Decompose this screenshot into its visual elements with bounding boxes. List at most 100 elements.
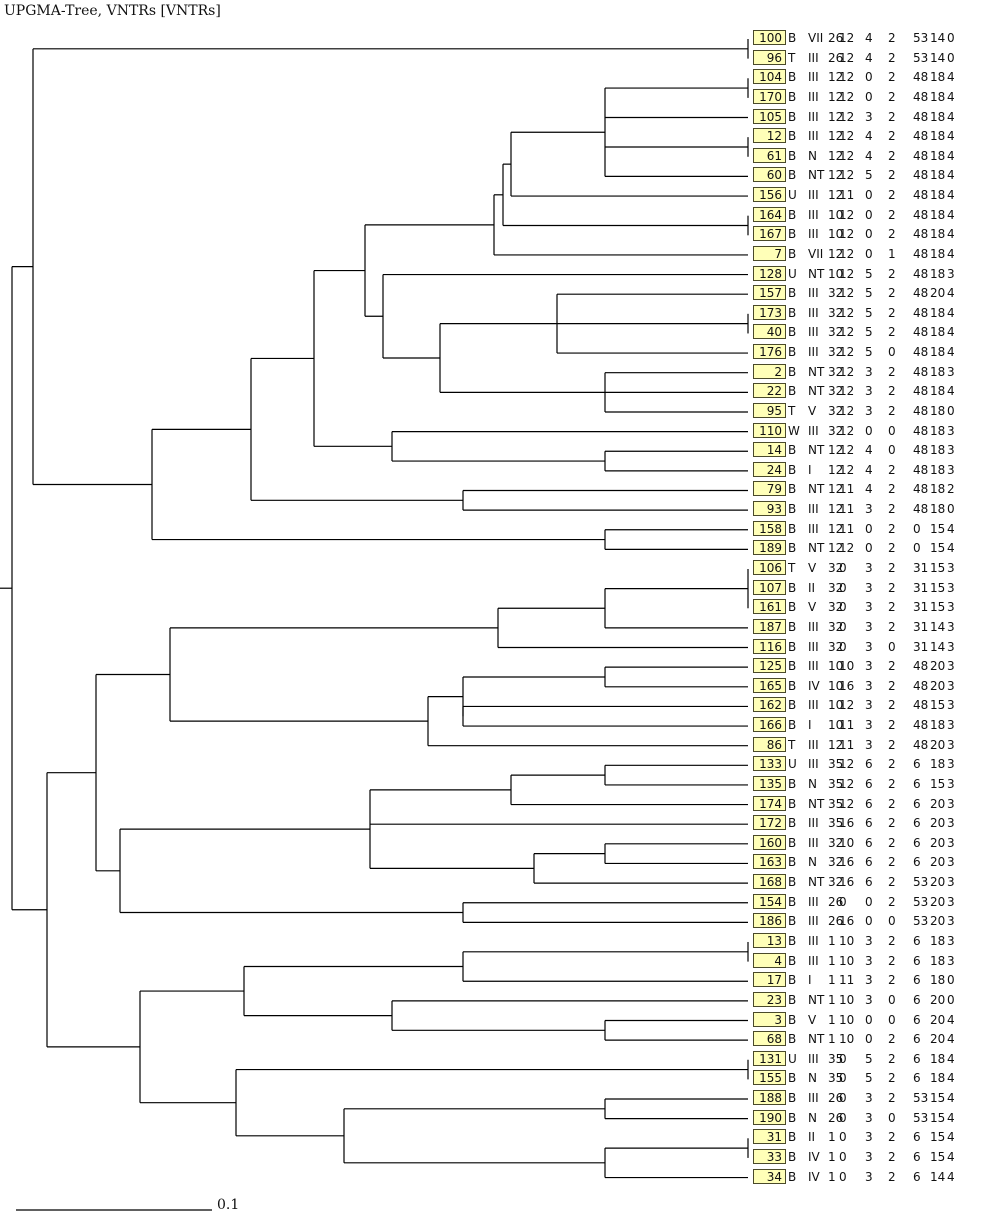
- vntr-value: 3: [947, 423, 955, 438]
- isolate-class: B: [788, 325, 797, 340]
- isolate-type: NT: [808, 875, 825, 890]
- isolate-class: B: [788, 1071, 797, 1086]
- vntr-value: 4: [947, 188, 955, 203]
- vntr-value: 4: [865, 31, 873, 45]
- isolate-type: VII: [808, 246, 824, 261]
- vntr-value: 2: [888, 188, 896, 203]
- vntr-value: 35: [828, 796, 844, 811]
- vntr-value: 11: [839, 502, 855, 517]
- isolate-type: III: [808, 227, 819, 242]
- vntr-value: 4: [947, 325, 955, 340]
- isolate-type: VII: [808, 31, 824, 45]
- isolate-class: B: [788, 580, 797, 595]
- vntr-value: 3: [865, 933, 873, 948]
- vntr-value: 48: [913, 129, 929, 144]
- isolate-type: N: [808, 1071, 817, 1086]
- isolate-type: N: [808, 855, 817, 870]
- vntr-value: 12: [828, 246, 844, 261]
- scale-label: 0.1: [217, 1197, 240, 1213]
- vntr-value: 12: [828, 148, 844, 163]
- vntr-value: 11: [839, 718, 855, 733]
- vntr-value: 10: [828, 207, 844, 222]
- isolate-id-box: 125: [753, 658, 786, 674]
- vntr-value: 12: [839, 227, 855, 242]
- vntr-value: 2: [888, 384, 896, 399]
- vntr-value: 2: [888, 482, 896, 497]
- isolate-type: NT: [808, 482, 825, 497]
- vntr-value: 5: [865, 345, 873, 360]
- vntr-value: 4: [947, 1032, 955, 1047]
- vntr-value: 6: [913, 757, 921, 772]
- isolate-type: NT: [808, 796, 825, 811]
- isolate-id-box: 157: [753, 285, 786, 301]
- vntr-value: 12: [839, 246, 855, 261]
- vntr-value: 15: [930, 600, 946, 615]
- vntr-value: 0: [839, 1071, 847, 1086]
- isolate-id-box: 68: [753, 1031, 786, 1047]
- vntr-value: 6: [913, 1149, 921, 1164]
- vntr-value: 0: [888, 345, 896, 360]
- vntr-value: 6: [913, 776, 921, 791]
- isolate-id-box: 158: [753, 520, 786, 536]
- vntr-value: 32: [828, 403, 844, 418]
- isolate-class: B: [788, 462, 797, 477]
- vntr-value: 0: [888, 639, 896, 654]
- isolate-class: B: [788, 1110, 797, 1125]
- vntr-value: 3: [947, 600, 955, 615]
- vntr-value: 4: [947, 1149, 955, 1164]
- vntr-value: 35: [828, 1051, 844, 1066]
- vntr-value: 48: [913, 89, 929, 104]
- vntr-value: 2: [888, 678, 896, 693]
- vntr-value: 31: [913, 580, 929, 595]
- vntr-value: 12: [839, 129, 855, 144]
- vntr-value: 0: [947, 973, 955, 988]
- vntr-value: 4: [947, 384, 955, 399]
- vntr-value: 2: [888, 698, 896, 713]
- vntr-value: 53: [913, 1110, 929, 1125]
- vntr-value: 3: [947, 737, 955, 752]
- isolate-class: B: [788, 541, 797, 556]
- vntr-value: 48: [913, 659, 929, 674]
- vntr-value: 0: [839, 561, 847, 575]
- vntr-value: 35: [828, 757, 844, 772]
- isolate-type: III: [808, 659, 819, 674]
- vntr-value: 11: [839, 737, 855, 752]
- vntr-value: 32: [828, 855, 844, 870]
- vntr-value: 53: [913, 31, 929, 45]
- vntr-value: 48: [913, 227, 929, 242]
- vntr-value: 6: [913, 835, 921, 850]
- vntr-value: 5: [865, 168, 873, 183]
- vntr-value: 2: [888, 227, 896, 242]
- vntr-value: 26: [828, 1091, 844, 1106]
- vntr-value: 0: [839, 1091, 847, 1106]
- isolate-id-box: 168: [753, 874, 786, 890]
- vntr-value: 0: [865, 1032, 873, 1047]
- vntr-value: 3: [947, 659, 955, 674]
- vntr-value: 3: [947, 718, 955, 733]
- vntr-value: 31: [913, 561, 929, 575]
- vntr-value: 2: [888, 796, 896, 811]
- vntr-value: 18: [930, 1071, 946, 1086]
- vntr-value: 1: [828, 1130, 836, 1145]
- vntr-value: 12: [839, 403, 855, 418]
- isolate-id-box: 164: [753, 206, 786, 222]
- isolate-id-box: 188: [753, 1090, 786, 1106]
- vntr-value: 12: [839, 384, 855, 399]
- isolate-class: U: [788, 757, 797, 772]
- isolate-class: B: [788, 659, 797, 674]
- vntr-value: 2: [888, 875, 896, 890]
- vntr-value: 12: [828, 737, 844, 752]
- vntr-value: 0: [888, 1110, 896, 1125]
- vntr-value: 12: [828, 109, 844, 124]
- isolate-class: B: [788, 129, 797, 144]
- vntr-value: 1: [828, 973, 836, 988]
- vntr-value: 32: [828, 364, 844, 379]
- vntr-value: 3: [947, 266, 955, 281]
- vntr-value: 0: [865, 423, 873, 438]
- isolate-class: B: [788, 678, 797, 693]
- isolate-id-box: 96: [753, 49, 786, 65]
- vntr-value: 12: [828, 541, 844, 556]
- vntr-value: 4: [947, 246, 955, 261]
- isolate-class: B: [788, 835, 797, 850]
- isolate-type: III: [808, 698, 819, 713]
